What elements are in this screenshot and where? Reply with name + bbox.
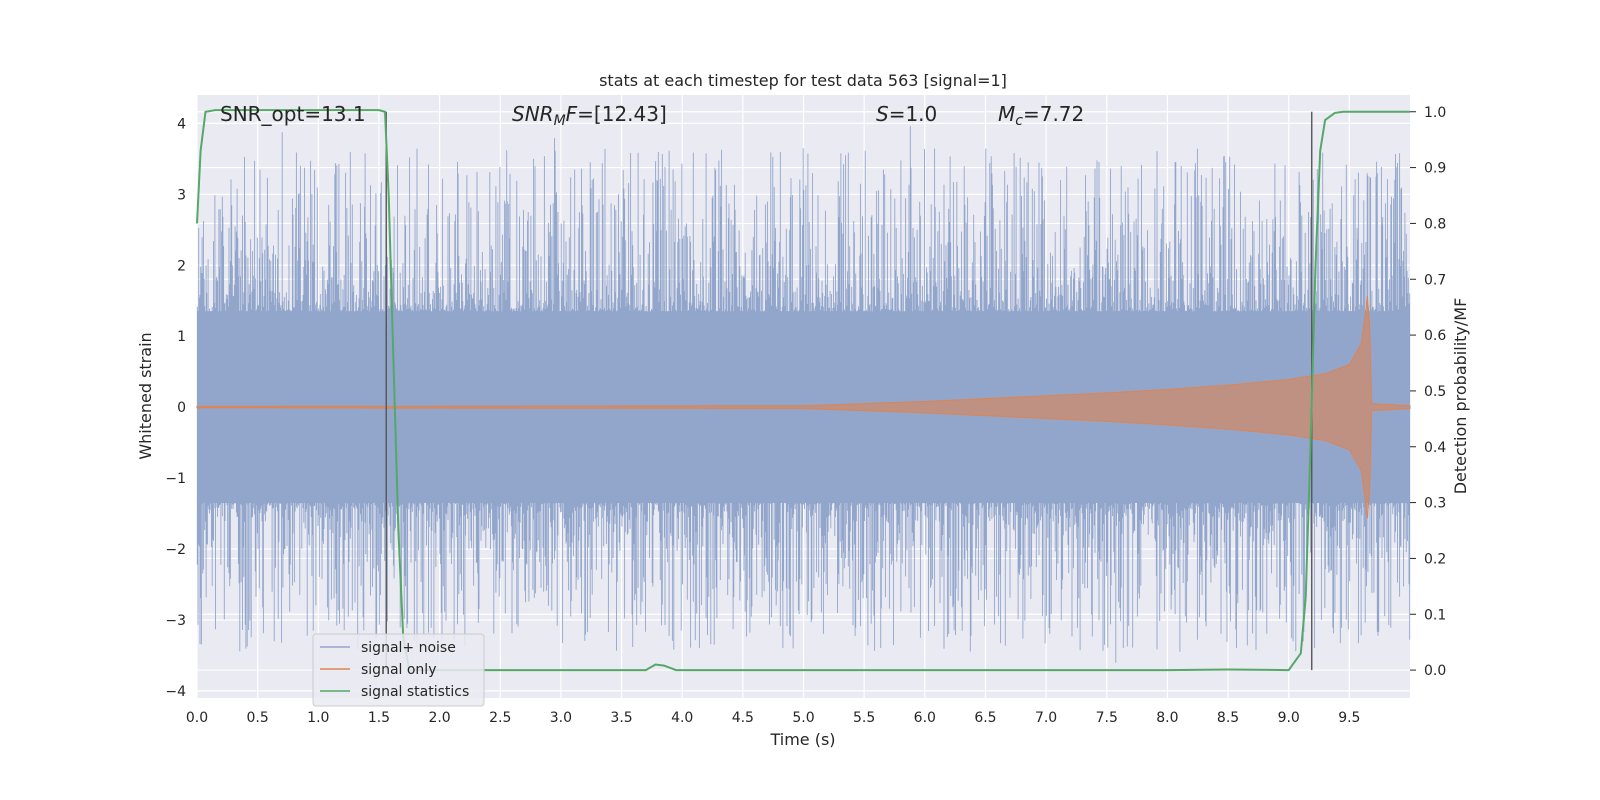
y-tick-label-right: 0.4	[1424, 440, 1446, 456]
legend-label-noise: signal+ noise	[361, 640, 456, 656]
y-ticks-right: 0.0 0.1 0.2 0.3 0.4 0.5 0.6 0.7 0.8 0.9 1.0	[1410, 105, 1446, 679]
y-tick-label-right: 0.8	[1424, 216, 1446, 232]
signal-series	[196, 295, 1411, 519]
chart-title: stats at each timestep for test data 563…	[599, 71, 1007, 90]
annotation-s: S=1.0	[876, 102, 937, 126]
legend-box	[312, 633, 485, 707]
legend: signal+ noise signal only signal statist…	[312, 633, 485, 707]
annotation-mc: Mc=7.72	[998, 102, 1084, 129]
x-tick-label: 6.0	[914, 710, 936, 726]
x-tick-label: 1.0	[307, 710, 329, 726]
y-axis-label-right: Detection probability/MF	[1451, 298, 1470, 495]
y-tick-label: 3	[177, 187, 186, 203]
x-tick-label: 1.5	[368, 710, 390, 726]
x-tick-label: 3.0	[550, 710, 572, 726]
x-ticks: 0.0 0.5 1.0 1.5 2.0 2.5 3.0 3.5 4.0 4.5 5.0 5.5 6.0 6…	[186, 710, 1361, 726]
x-tick-label: 3.5	[610, 710, 632, 726]
x-tick-label: 4.0	[671, 710, 693, 726]
y-tick-label: −1	[165, 471, 186, 487]
x-tick-label: 0.0	[186, 710, 208, 726]
signal-envelope	[196, 295, 1411, 519]
y-tick-label: 0	[177, 400, 186, 416]
y-tick-label: 4	[177, 116, 186, 132]
y-tick-label-right: 0.3	[1424, 496, 1446, 512]
y-tick-label-right: 0.1	[1424, 607, 1446, 623]
y-tick-label-right: 0.7	[1424, 272, 1446, 288]
x-tick-label: 9.5	[1338, 710, 1360, 726]
x-tick-label: 4.5	[732, 710, 754, 726]
y-tick-label: −4	[165, 684, 186, 700]
legend-label-statistics: signal statistics	[361, 684, 469, 700]
x-tick-label: 7.0	[1035, 710, 1057, 726]
annotation-snr-opt: SNR_opt=13.1	[220, 102, 366, 126]
y-tick-label-right: 1.0	[1424, 105, 1446, 121]
y-tick-label-right: 0.5	[1424, 384, 1446, 400]
x-tick-label: 8.5	[1217, 710, 1239, 726]
y-tick-label-right: 0.2	[1424, 551, 1446, 567]
annotation-snr-mf: SNRMF=[12.43]	[512, 102, 667, 129]
x-tick-label: 2.5	[489, 710, 511, 726]
x-axis-label: Time (s)	[769, 730, 835, 749]
x-tick-label: 2.0	[428, 710, 450, 726]
x-tick-label: 8.0	[1156, 710, 1178, 726]
x-tick-label: 6.5	[974, 710, 996, 726]
legend-label-signal: signal only	[361, 662, 436, 678]
statistics-series	[196, 109, 1410, 672]
x-tick-label: 7.5	[1096, 710, 1118, 726]
y-tick-label: −3	[165, 613, 186, 629]
y-tick-label-right: 0.9	[1424, 161, 1446, 177]
x-tick-label: 9.0	[1278, 710, 1300, 726]
y-axis-label: Whitened strain	[136, 332, 155, 459]
y-tick-label: 2	[177, 258, 186, 274]
statistics-line	[196, 109, 1410, 672]
x-tick-label: 5.0	[792, 710, 814, 726]
y-tick-label: 1	[177, 329, 186, 345]
x-tick-label: 5.5	[853, 710, 875, 726]
y-tick-label-right: 0.6	[1424, 328, 1446, 344]
y-tick-label: −2	[165, 542, 186, 558]
x-tick-label: 0.5	[247, 710, 269, 726]
y-tick-label-right: 0.0	[1424, 663, 1446, 679]
y-ticks: −4 −3 −2 −1 0 1 2 3 4	[165, 116, 186, 700]
